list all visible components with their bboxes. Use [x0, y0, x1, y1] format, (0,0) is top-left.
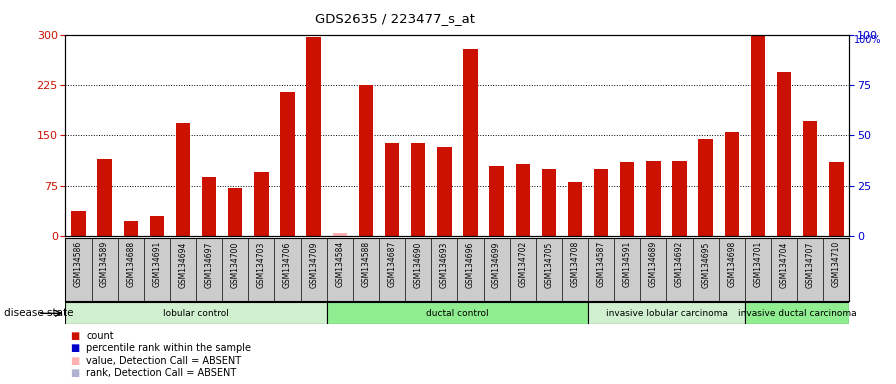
Text: percentile rank within the sample: percentile rank within the sample — [86, 343, 251, 353]
Bar — [124, 221, 138, 236]
Text: invasive ductal carcinoma: invasive ductal carcinoma — [737, 309, 857, 318]
Text: GSM134689: GSM134689 — [649, 241, 658, 288]
Bar — [306, 36, 321, 236]
Bar — [725, 132, 739, 236]
Bar — [176, 123, 190, 236]
Text: GSM134586: GSM134586 — [74, 241, 83, 288]
Text: GSM134704: GSM134704 — [780, 241, 788, 288]
Text: GSM134706: GSM134706 — [283, 241, 292, 288]
Text: GSM134687: GSM134687 — [388, 241, 397, 288]
Text: GSM134703: GSM134703 — [257, 241, 266, 288]
Text: GSM134591: GSM134591 — [623, 241, 632, 288]
Text: lobular control: lobular control — [163, 309, 229, 318]
Bar — [699, 139, 713, 236]
Bar — [332, 233, 347, 236]
Text: GDS2635 / 223477_s_at: GDS2635 / 223477_s_at — [314, 12, 475, 25]
Bar — [777, 71, 791, 236]
Text: GSM134695: GSM134695 — [702, 241, 711, 288]
Bar — [594, 169, 608, 236]
Text: GSM134584: GSM134584 — [335, 241, 344, 288]
Text: ■: ■ — [70, 368, 79, 378]
Text: GSM134587: GSM134587 — [597, 241, 606, 288]
Bar — [588, 302, 745, 324]
Bar — [228, 188, 243, 236]
Text: GSM134700: GSM134700 — [231, 241, 240, 288]
Text: ■: ■ — [70, 356, 79, 366]
Bar — [150, 216, 164, 236]
Text: GSM134701: GSM134701 — [754, 241, 762, 288]
Text: GSM134688: GSM134688 — [126, 241, 135, 287]
Bar — [98, 159, 112, 236]
Text: GSM134693: GSM134693 — [440, 241, 449, 288]
Text: GSM134708: GSM134708 — [571, 241, 580, 288]
Text: ductal control: ductal control — [426, 309, 488, 318]
Text: value, Detection Call = ABSENT: value, Detection Call = ABSENT — [86, 356, 241, 366]
Text: GSM134690: GSM134690 — [414, 241, 423, 288]
Bar — [829, 162, 843, 236]
Bar — [358, 85, 373, 236]
Bar — [542, 169, 556, 236]
Bar — [745, 302, 849, 324]
Text: GSM134696: GSM134696 — [466, 241, 475, 288]
Text: 100%: 100% — [854, 35, 882, 45]
Bar — [280, 92, 295, 236]
Bar — [437, 147, 452, 236]
Text: rank, Detection Call = ABSENT: rank, Detection Call = ABSENT — [86, 368, 237, 378]
Text: GSM134707: GSM134707 — [806, 241, 814, 288]
Text: ■: ■ — [70, 343, 79, 353]
Bar — [411, 144, 426, 236]
Text: GSM134702: GSM134702 — [518, 241, 527, 288]
Text: GSM134697: GSM134697 — [204, 241, 213, 288]
Bar — [202, 177, 216, 236]
Bar — [254, 172, 269, 236]
Bar — [803, 121, 817, 236]
Text: GSM134710: GSM134710 — [831, 241, 840, 288]
Text: GSM134698: GSM134698 — [728, 241, 737, 288]
Bar — [672, 161, 686, 236]
Text: GSM134709: GSM134709 — [309, 241, 318, 288]
Text: GSM134705: GSM134705 — [545, 241, 554, 288]
Text: GSM134694: GSM134694 — [178, 241, 187, 288]
Bar — [489, 166, 504, 236]
Text: invasive lobular carcinoma: invasive lobular carcinoma — [606, 309, 728, 318]
Bar — [327, 302, 588, 324]
Bar — [65, 302, 327, 324]
Bar — [463, 50, 478, 236]
Bar — [385, 144, 400, 236]
Text: disease state: disease state — [4, 308, 74, 318]
Bar — [646, 161, 660, 236]
Text: count: count — [86, 331, 114, 341]
Text: ■: ■ — [70, 331, 79, 341]
Text: GSM134589: GSM134589 — [100, 241, 109, 288]
Text: GSM134692: GSM134692 — [675, 241, 684, 288]
Text: GSM134699: GSM134699 — [492, 241, 501, 288]
Bar — [515, 164, 530, 236]
Text: GSM134691: GSM134691 — [152, 241, 161, 288]
Bar — [568, 182, 582, 236]
Bar — [620, 162, 634, 236]
Bar — [751, 35, 765, 236]
Bar — [72, 210, 86, 236]
Text: GSM134588: GSM134588 — [361, 241, 370, 287]
